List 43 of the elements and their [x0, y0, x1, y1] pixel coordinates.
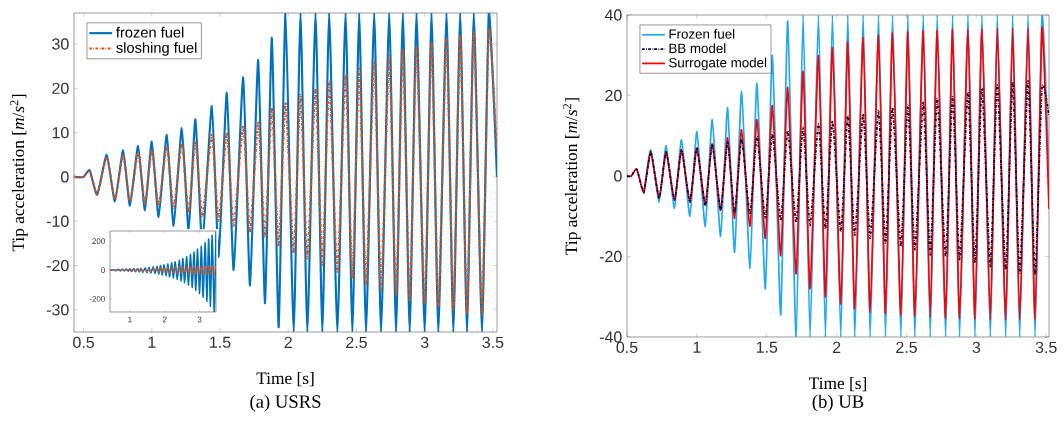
x-tick-label: 1.5 — [210, 336, 231, 348]
x-tick-label: 1 — [693, 341, 701, 353]
x-tick-label: 2 — [162, 316, 167, 323]
x-tick-label: 3 — [197, 316, 202, 323]
x-tick-label: 3.5 — [1035, 341, 1057, 354]
text: (b) UB — [812, 394, 864, 412]
y-tick-label: 10 — [52, 126, 69, 139]
legend-label: frozen fuel — [116, 26, 184, 38]
y-tick-label: 0 — [101, 267, 105, 273]
legend-label: sloshing fuel — [116, 42, 197, 56]
legend-label: BB model — [669, 43, 726, 54]
x-tick-label: 1.5 — [756, 341, 778, 353]
x-tick-label: 3 — [420, 336, 429, 349]
x-tick-label: 3.5 — [482, 336, 504, 349]
y-tick-label: 30 — [52, 38, 69, 50]
y-tick-label: 0 — [614, 170, 622, 182]
y-tick-label: 0 — [61, 171, 69, 183]
x-tick-label: 3 — [972, 341, 981, 354]
y-axis-title: Tip acceleration [m/s$^{2}$] — [563, 98, 581, 255]
y-axis-title: Tip acceleration [m/s$^{2}$] — [10, 94, 28, 252]
x-tick-label: 2.5 — [896, 341, 917, 354]
y-tick-label: -200 — [89, 296, 105, 302]
x-tick-label: 0.5 — [73, 336, 94, 349]
x-tick-label: 2.5 — [346, 336, 367, 349]
y-tick-label: -10 — [46, 215, 69, 227]
y-tick-label: 20 — [605, 89, 622, 102]
legend-label: Surrogate model — [669, 57, 767, 71]
text: (a) USRS — [250, 394, 321, 412]
y-tick-label: 200 — [92, 238, 105, 244]
legend-label: Frozen fuel — [669, 28, 735, 39]
x-tick-label: 1 — [148, 336, 156, 348]
x-tick-label: 0.5 — [616, 341, 638, 354]
y-tick-label: -20 — [599, 250, 622, 263]
x-tick-label: 2 — [284, 336, 292, 348]
y-tick-label: 20 — [52, 82, 69, 94]
x-tick-label: 2 — [832, 341, 841, 353]
x-axis-title: Time [s] — [809, 376, 867, 392]
y-tick-label: 40 — [604, 9, 622, 21]
y-tick-label: -40 — [599, 331, 622, 343]
y-tick-label: -20 — [46, 259, 69, 272]
x-axis-title: Time [s] — [256, 371, 314, 387]
y-tick-label: -30 — [46, 304, 69, 316]
x-tick-label: 1 — [128, 316, 132, 323]
